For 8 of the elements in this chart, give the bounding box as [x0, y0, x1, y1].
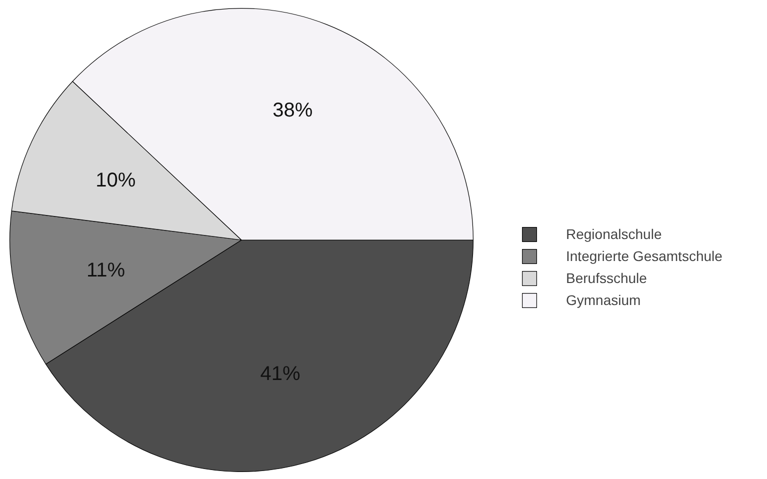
legend-label: Berufsschule [566, 270, 647, 286]
data-label: 10% [96, 170, 136, 192]
legend-label: Integrierte Gesamtschule [566, 248, 722, 264]
data-label: 41% [260, 362, 301, 385]
legend-label: Regionalschule [566, 226, 662, 242]
legend-label: Gymnasium [566, 292, 641, 308]
data-label: 11% [86, 259, 126, 282]
data-label: 38% [272, 99, 313, 122]
